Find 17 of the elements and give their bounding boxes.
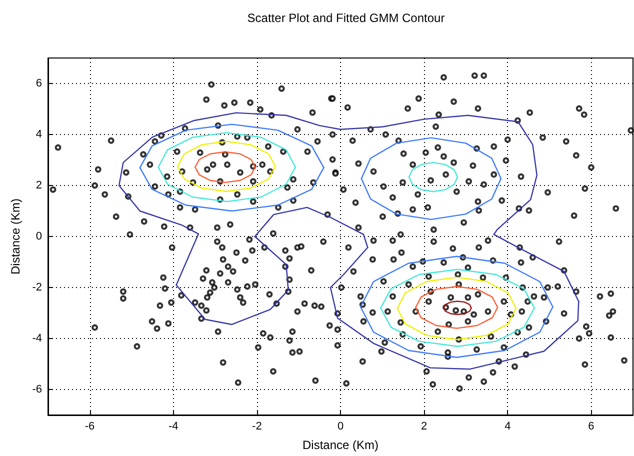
x-tick-label: -2	[252, 420, 262, 432]
x-tick-label: -6	[84, 420, 95, 432]
y-tick-label: 2	[36, 180, 42, 192]
x-tick-label: 0	[337, 420, 344, 432]
y-tick-label: -6	[32, 384, 42, 396]
x-axis-title: Distance (Km)	[302, 438, 379, 452]
x-tick-label: 6	[588, 420, 594, 432]
y-tick-label: 0	[36, 230, 42, 242]
x-tick-label: 2	[421, 420, 428, 432]
y-tick-label: -4	[32, 332, 42, 344]
y-tick-label: -2	[32, 282, 42, 294]
y-tick-label: 6	[36, 78, 42, 90]
y-axis-title: Distance (Km)	[8, 198, 22, 275]
chart-title: Scatter Plot and Fitted GMM Contour	[247, 11, 445, 25]
x-tick-label: 4	[504, 420, 511, 432]
x-tick-label: -4	[168, 420, 178, 432]
y-tick-label: 4	[36, 128, 42, 140]
